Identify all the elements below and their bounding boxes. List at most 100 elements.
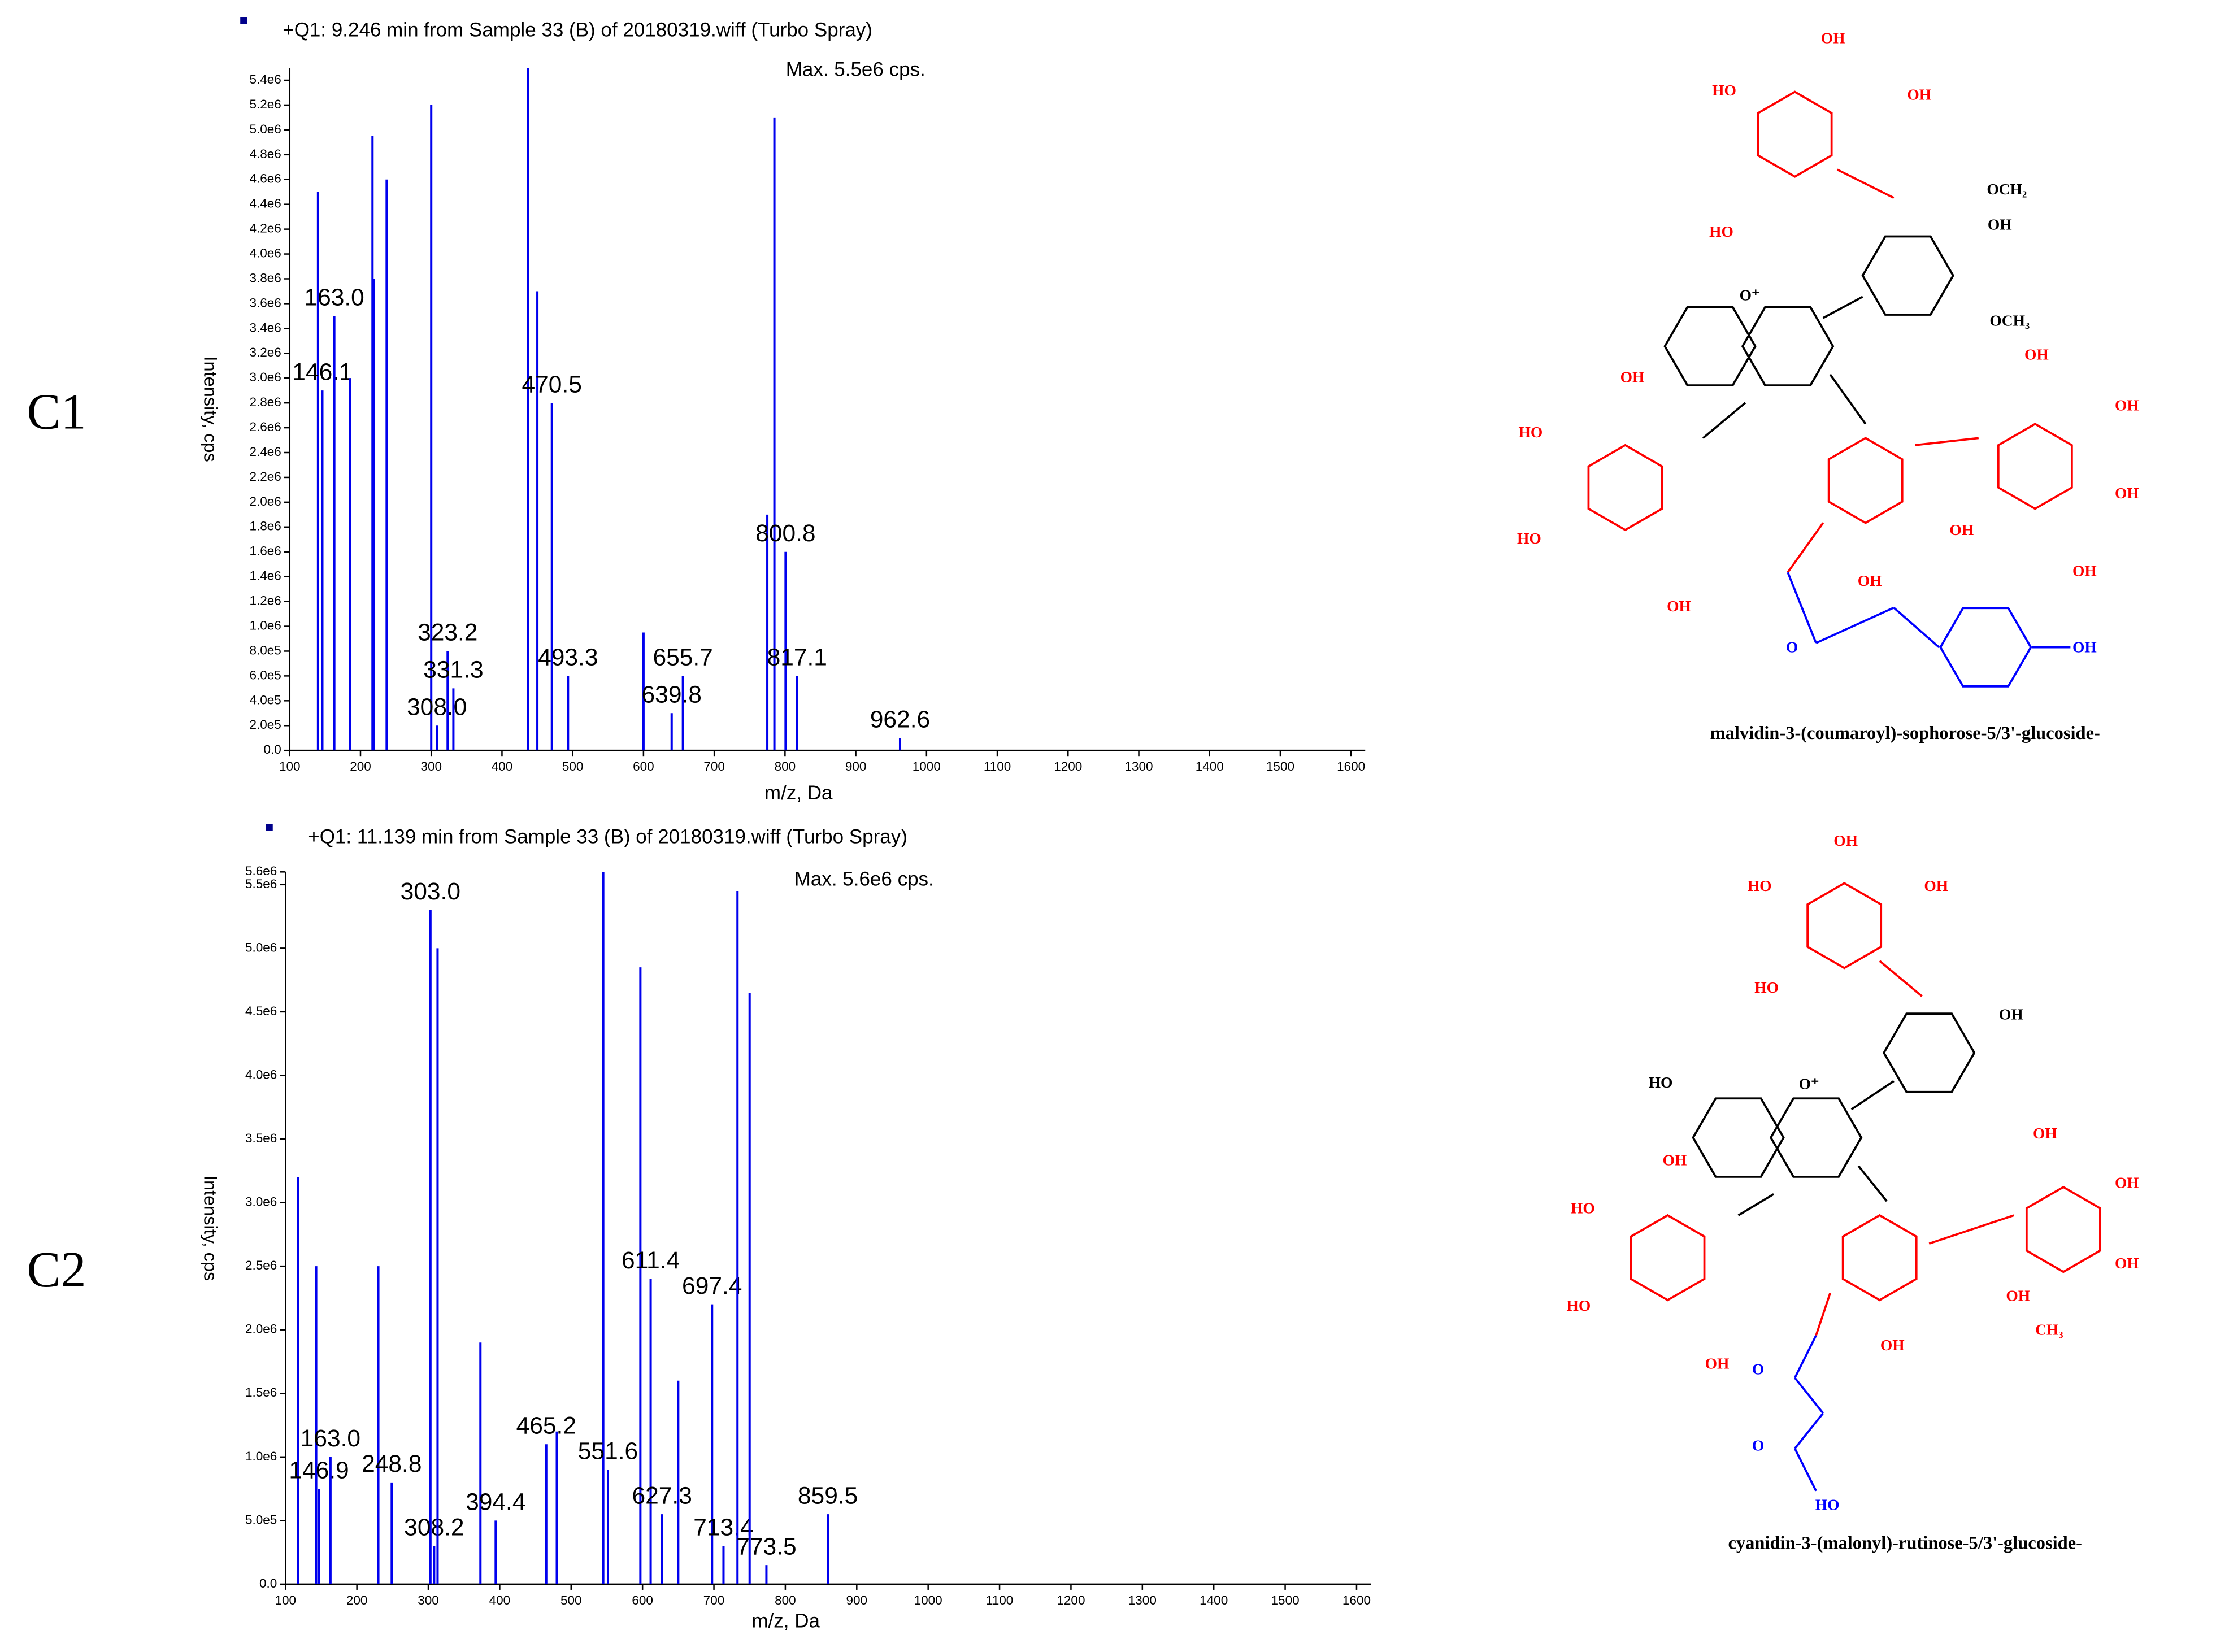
peak-label: 308.2 (404, 1515, 464, 1541)
x-tick-label: 1400 (1200, 1593, 1228, 1607)
atom-label: HO (1815, 1496, 1840, 1514)
peak-label: 248.8 (362, 1451, 422, 1477)
atom-label: O⁺ (1740, 286, 1760, 304)
x-tick-label: 1000 (913, 759, 941, 773)
x-tick-label: 600 (632, 1593, 653, 1607)
y-tick-label: 3.4e6 (249, 320, 281, 334)
y-tick-label: 3.6e6 (249, 295, 281, 310)
peak-label: 800.8 (755, 520, 815, 547)
peak-label: 611.4 (622, 1247, 680, 1274)
y-tick-label: 2.8e6 (249, 395, 281, 409)
x-tick-label: 400 (489, 1593, 511, 1607)
atom-label: OH (1907, 85, 1931, 103)
panel-label: C1 (27, 384, 86, 440)
y-tick-label: 4.6e6 (249, 172, 281, 186)
y-tick-label: 5.5e6 (245, 877, 277, 891)
ring (1757, 90, 1833, 178)
x-tick-label: 500 (560, 1593, 582, 1607)
x-tick-label: 200 (346, 1593, 368, 1607)
y-tick-label: 5.2e6 (249, 97, 281, 111)
bond (1702, 402, 1746, 439)
x-tick-label: 100 (279, 759, 301, 773)
atom-label: OH (1705, 1355, 1730, 1372)
bond (1879, 960, 1923, 997)
x-tick-label: 1300 (1124, 759, 1153, 773)
peak-label: 962.6 (870, 706, 930, 733)
ring (1883, 1012, 1976, 1093)
y-tick-label: 1.0e6 (245, 1449, 277, 1463)
atom-label: OH (1858, 572, 1882, 589)
y-tick-label: 1.0e6 (249, 618, 281, 632)
bond (1829, 373, 1867, 425)
y-tick-label: 4.0e6 (249, 246, 281, 260)
bond (1893, 607, 1940, 649)
atom-label: OH (1821, 29, 1845, 46)
atom-label: OH (2115, 484, 2139, 502)
x-tick-label: 700 (703, 1593, 725, 1607)
annotation: Max. 5.6e6 cps. (794, 868, 934, 890)
x-axis-label: m/z, Da (751, 1610, 820, 1632)
y-tick-label: 1.2e6 (249, 594, 281, 608)
legend-marker (266, 824, 273, 831)
atom-label: OCH₂ (1987, 180, 2027, 198)
atom-label: HO (1518, 423, 1542, 441)
bond (1928, 1214, 2014, 1245)
x-tick-label: 1100 (984, 759, 1011, 773)
x-tick-label: 1300 (1128, 1593, 1157, 1607)
atom-label: OH (1988, 216, 2012, 233)
peak-label: 493.3 (538, 645, 598, 671)
atom-label: OH (1949, 521, 1974, 538)
peak-label: 697.4 (682, 1273, 742, 1299)
structure-skeleton (1587, 90, 2101, 1492)
atom-label: OH (2033, 1124, 2057, 1142)
x-tick-label: 1500 (1271, 1593, 1300, 1607)
peak-label: 639.8 (642, 682, 702, 708)
ring (1630, 1214, 1706, 1302)
x-tick-label: 1200 (1057, 1593, 1085, 1607)
atom-label: OH (1620, 368, 1645, 386)
y-tick-label: 1.4e6 (249, 569, 281, 583)
x-tick-label: 1200 (1054, 759, 1082, 773)
y-tick-label: 2.5e6 (245, 1258, 277, 1272)
peak-label: 859.5 (798, 1483, 858, 1509)
atom-label: OH (2024, 346, 2049, 363)
bond (1915, 437, 1979, 446)
y-axis-label: Intensity, cps (201, 356, 221, 462)
y-tick-label: 2.4e6 (249, 445, 281, 459)
ring (1827, 437, 1904, 524)
atom-label: O (1752, 1437, 1764, 1454)
bond (1787, 522, 1824, 573)
x-tick-label: 1400 (1196, 759, 1224, 773)
y-tick-label: 0.0 (263, 742, 281, 757)
atom-label: HO (1517, 529, 1541, 547)
peak-label: 303.0 (401, 879, 460, 905)
peak-label: 323.2 (418, 620, 477, 646)
y-tick-label: 4.0e6 (245, 1067, 277, 1081)
ring (1861, 235, 1954, 316)
y-tick-label: 5.4e6 (249, 72, 281, 86)
x-tick-label: 300 (418, 1593, 439, 1607)
x-tick-label: 1100 (986, 1593, 1013, 1607)
x-tick-label: 500 (562, 759, 584, 773)
peak-label: 713.4 (693, 1515, 753, 1541)
bond (1787, 572, 1817, 644)
y-tick-label: 1.8e6 (249, 519, 281, 533)
atom-label: OH (2115, 1173, 2139, 1191)
x-tick-label: 900 (846, 1593, 868, 1607)
ring (1939, 607, 2032, 688)
peak-label: 655.7 (653, 645, 712, 671)
x-axis-label: m/z, Da (764, 782, 833, 804)
atom-label: HO (1649, 1073, 1673, 1091)
x-tick-label: 800 (775, 1593, 796, 1607)
atom-label: HO (1709, 223, 1733, 240)
ring (1806, 882, 1883, 970)
y-tick-label: 1.5e6 (245, 1385, 277, 1399)
y-tick-label: 4.8e6 (249, 147, 281, 161)
atom-label: OH (1999, 1006, 2023, 1023)
peak-label: 394.4 (466, 1489, 525, 1516)
atom-label: OH (1833, 832, 1858, 849)
atom-label: HO (1571, 1199, 1595, 1216)
structure-caption: cyanidin-3-(malonyl)-rutinose-5/3'-gluco… (1728, 1533, 2082, 1553)
atom-label: CH₃ (2035, 1321, 2063, 1338)
